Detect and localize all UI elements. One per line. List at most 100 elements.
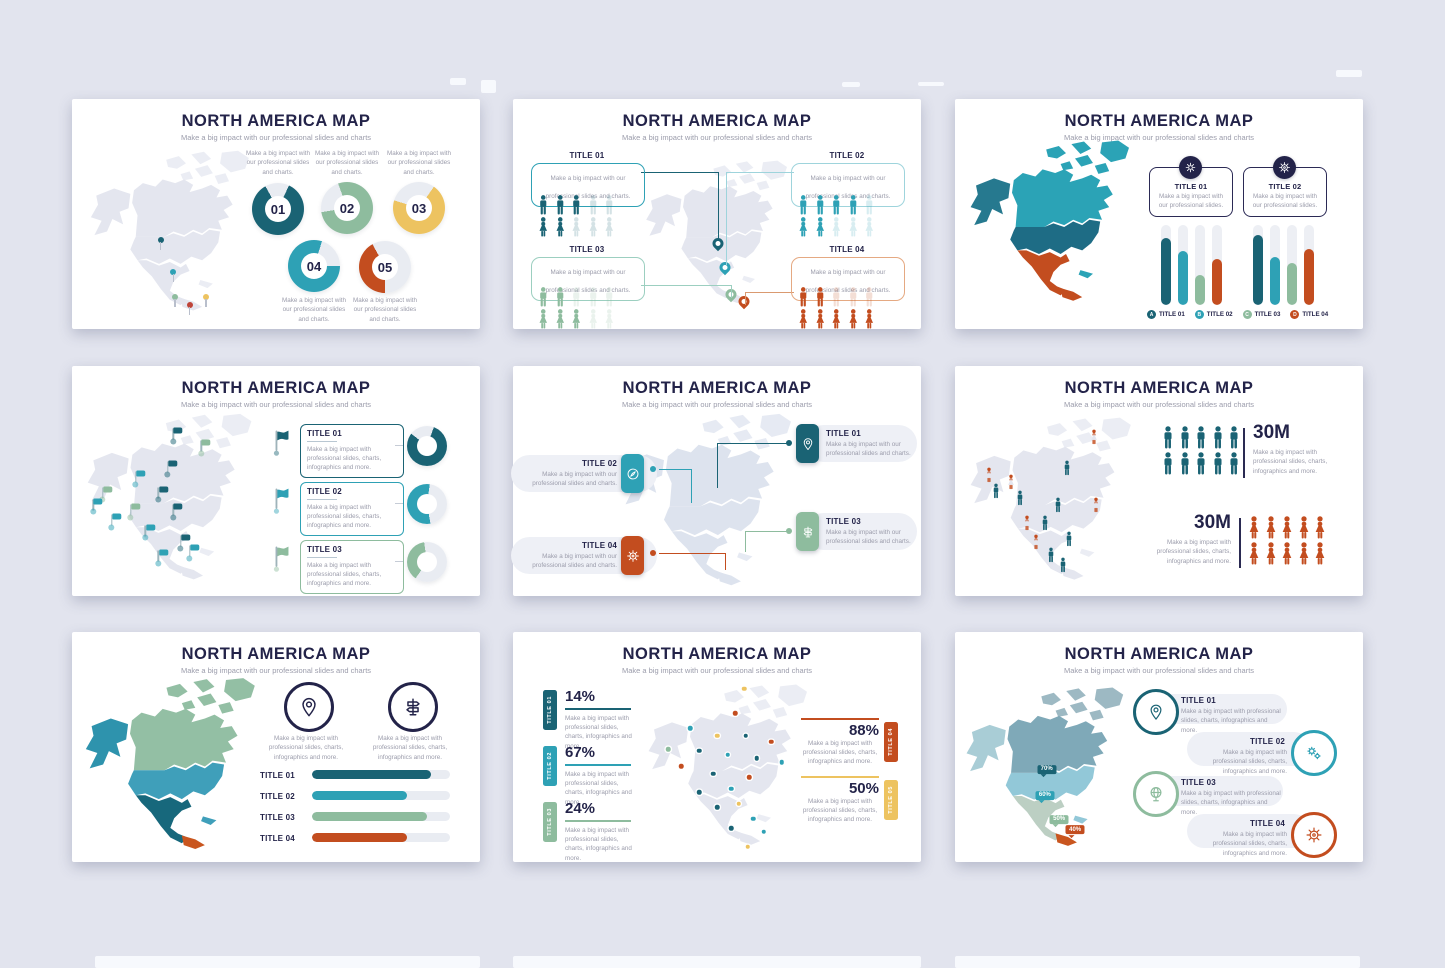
slide-header: NORTH AMERICA MAP Make a big impact with… [72, 645, 480, 675]
pm-marker [1054, 497, 1063, 513]
row-donut-chart [407, 426, 447, 466]
person-icon [603, 309, 616, 329]
slide-title: NORTH AMERICA MAP [622, 645, 812, 663]
flag-marker [131, 470, 150, 488]
person-icon [797, 195, 810, 215]
stat-tab-label: TITLE 01 [547, 696, 553, 724]
donut-number: 03 [411, 200, 427, 216]
pictogram-group [797, 195, 876, 239]
person-icon [814, 309, 827, 329]
stat-tab-label: TITLE 05 [888, 786, 894, 814]
slide-02-pictogram-infographic[interactable]: NORTH AMERICA MAP Make a big impact with… [513, 99, 921, 329]
slide-fragment [955, 956, 1360, 968]
slide-04-flag-infographic[interactable]: NORTH AMERICA MAP Make a big impact with… [72, 366, 480, 596]
pf-marker [1090, 429, 1099, 444]
person-icon [1227, 426, 1241, 449]
legend-badge: A [1147, 310, 1156, 319]
badge-desc: Make a big impact with professional slid… [268, 735, 344, 761]
slide-08-percentage-infographic[interactable]: NORTH AMERICA MAP Make a big impact with… [513, 632, 921, 862]
stat-tab: TITLE 04 [884, 722, 898, 762]
slide-subtitle: Make a big impact with our professional … [180, 666, 372, 675]
callout-desc: Make a big impact with our professional … [532, 471, 617, 488]
pin-marker [170, 268, 177, 282]
row-donut-chart [407, 484, 447, 524]
pin-marker [172, 293, 179, 307]
wheel-icon-badge [1273, 156, 1296, 179]
person-icon [587, 309, 600, 329]
pin-icon [298, 696, 320, 718]
wheel-icon [1305, 826, 1323, 844]
donut-number: 05 [377, 259, 393, 275]
callout-tile [621, 454, 644, 493]
progress-bar [312, 833, 450, 842]
stat-underline [565, 764, 631, 766]
slide-fragment [95, 956, 480, 968]
stat-block: 67% Make a big impact with professional … [565, 744, 639, 807]
pictogram-group [537, 287, 616, 331]
flag-marker [107, 513, 126, 531]
progress-bar [312, 791, 450, 800]
legend-badge: C [1242, 310, 1252, 319]
slide-03-bar-chart-infographic[interactable]: NORTH AMERICA MAP Make a big impact with… [955, 99, 1363, 329]
person-icon [847, 309, 860, 329]
pictogram-group [537, 195, 616, 239]
signpost-icon [801, 525, 815, 539]
callout-title: TITLE 01 [826, 429, 861, 438]
badge-desc: Make a big impact with professional slid… [372, 735, 448, 761]
row-title: TITLE 04 [1250, 819, 1285, 828]
legend-label: TITLE 01 [1159, 311, 1185, 318]
dot-marker [729, 786, 734, 791]
callout-connector [641, 285, 732, 298]
legend-item: A TITLE 01 [1147, 310, 1185, 319]
slide-fragment [918, 82, 944, 86]
callout-box: Make a big impact with our professional … [791, 163, 905, 207]
stat-underline [801, 776, 879, 778]
person-icon [814, 195, 827, 215]
bar-label: TITLE 01 [260, 771, 295, 780]
slide-09-tagged-map-infographic[interactable]: NORTH AMERICA MAP Make a big impact with… [955, 632, 1363, 862]
stat-percentage: 24% [565, 800, 596, 817]
wheel-icon-badge [1291, 812, 1337, 858]
dot-marker [741, 686, 747, 692]
north-america-map-colored: 70% 60% 50% 40% [963, 682, 1141, 854]
slide-05-callout-infographic[interactable]: NORTH AMERICA MAP Make a big impact with… [511, 366, 921, 596]
flag-marker [196, 439, 215, 457]
person-icon [847, 217, 860, 237]
bar-label: TITLE 03 [260, 813, 295, 822]
person-icon [797, 217, 810, 237]
stat-tab: TITLE 02 [543, 746, 557, 786]
slide-header: NORTH AMERICA MAP Make a big impact with… [513, 379, 921, 409]
donut-caption: Make a big impact with our professional … [314, 150, 380, 176]
callout-desc: Make a big impact with our professional … [805, 269, 891, 294]
person-icon [537, 195, 550, 215]
slide-subtitle: Make a big impact with our professional … [180, 133, 372, 142]
person-icon [1297, 516, 1311, 539]
pin-icon-badge [284, 682, 334, 732]
slide-title: NORTH AMERICA MAP [1064, 112, 1254, 130]
legend-item: C TITLE 03 [1242, 310, 1280, 319]
dot-marker [725, 752, 731, 757]
pin-marker [186, 302, 193, 316]
person-icon [570, 195, 583, 215]
flag-marker [176, 534, 195, 551]
callout-title: TITLE 04 [829, 245, 865, 254]
slide-title: NORTH AMERICA MAP [1064, 379, 1254, 397]
stat-desc: Make a big impact with professional slid… [565, 770, 632, 806]
callout-title: TITLE 04 [582, 541, 617, 550]
callout-title: TITLE 02 [582, 459, 617, 468]
slide-01-donut-infographic[interactable]: NORTH AMERICA MAP Make a big impact with… [72, 99, 480, 329]
slide-title: NORTH AMERICA MAP [181, 645, 371, 663]
slide-07-progress-bar-infographic[interactable]: NORTH AMERICA MAP Make a big impact with… [72, 632, 480, 862]
callout-title: TITLE 02 [829, 151, 865, 160]
slide-06-population-infographic[interactable]: NORTH AMERICA MAP Make a big impact with… [955, 366, 1363, 596]
slide-fragment [1336, 70, 1362, 77]
row-desc: Make a big impact with professional slid… [1181, 708, 1281, 734]
row-band [1187, 732, 1311, 766]
person-icon [603, 287, 616, 307]
person-icon [587, 217, 600, 237]
legend-badge: B [1194, 310, 1204, 319]
dot-marker [779, 759, 785, 765]
person-icon [554, 287, 567, 307]
person-icon [830, 195, 843, 215]
person-icon [814, 287, 827, 307]
